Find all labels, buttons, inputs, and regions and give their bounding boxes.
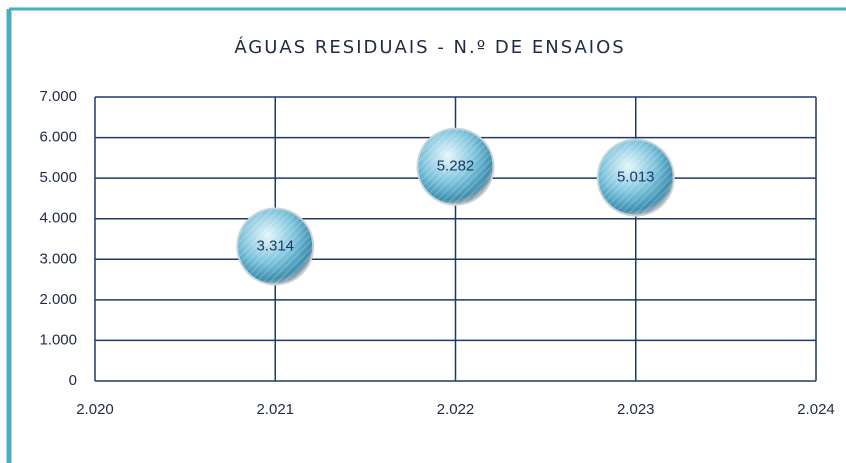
y-tick-label: 5.000 [39, 169, 77, 186]
y-tick-label: 6.000 [39, 129, 77, 146]
bubble-texture [238, 209, 313, 284]
y-tick-label: 1.000 [39, 331, 77, 348]
y-tick-label: 2.000 [39, 291, 77, 308]
value-label: 5.013 [617, 169, 655, 186]
y-tick-label: 7.000 [39, 88, 77, 105]
x-tick-label: 2.023 [617, 401, 655, 418]
y-tick-label: 0 [69, 372, 77, 389]
y-tick-label: 3.000 [39, 250, 77, 267]
y-tick-label: 4.000 [39, 210, 77, 227]
value-label: 3.314 [256, 238, 294, 255]
x-tick-label: 2.021 [256, 401, 294, 418]
x-tick-label: 2.024 [797, 401, 835, 418]
bubble-texture [418, 129, 493, 204]
bubble-texture [598, 140, 673, 215]
x-tick-label: 2.022 [437, 401, 475, 418]
chart-title: ÁGUAS RESIDUAIS - N.º DE ENSAIOS [234, 36, 625, 58]
value-label: 5.282 [437, 158, 475, 175]
x-tick-label: 2.020 [76, 401, 114, 418]
